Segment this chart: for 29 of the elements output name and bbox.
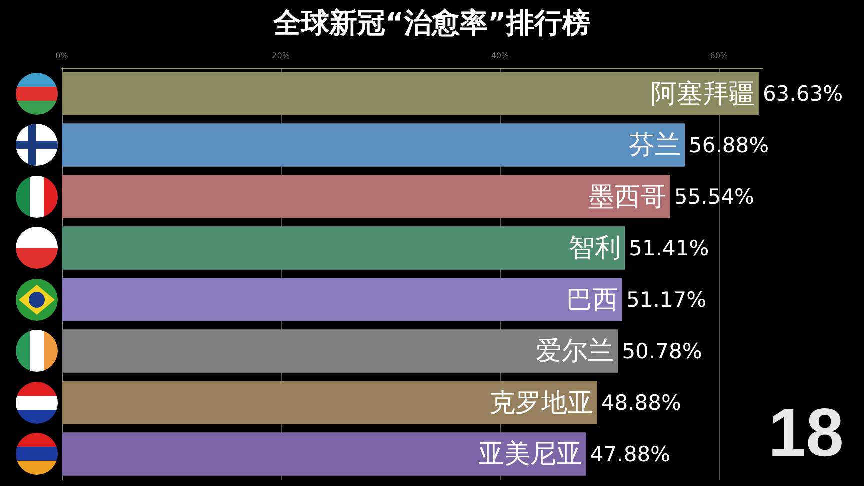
y-tick-label: 芬兰 — [629, 130, 681, 163]
data-label: 56.88% — [689, 133, 770, 158]
bar — [62, 432, 586, 476]
text: 18 — [768, 394, 844, 472]
bar — [62, 175, 670, 218]
y-tick-label: 智利 — [569, 232, 622, 266]
data-label: 50.78% — [622, 339, 702, 364]
data-label: 51.17% — [626, 288, 707, 312]
y-tick-label: 巴西 — [566, 284, 618, 318]
bar — [62, 72, 759, 116]
bar — [62, 278, 622, 322]
bar — [62, 226, 626, 270]
x-tick-label: 60% — [710, 52, 728, 60]
y-tick-label: 克罗地亚 — [489, 387, 594, 420]
bar — [62, 381, 598, 424]
data-label: 51.41% — [629, 236, 710, 260]
y-tick-label: 阿塞拜疆 — [650, 78, 755, 112]
x-tick-label: 20% — [272, 52, 290, 60]
y-tick-label: 爱尔兰 — [536, 336, 614, 369]
data-label: 55.54% — [674, 184, 754, 209]
x-tick-label: 0% — [56, 52, 69, 60]
x-tick-label: 40% — [491, 52, 510, 60]
data-label: 63.63% — [762, 82, 844, 106]
y-tick-label: 亚美尼亚 — [478, 438, 582, 472]
data-label: 47.88% — [590, 442, 671, 466]
data-label: 48.88% — [601, 390, 682, 415]
y-tick-label: 墨西哥 — [588, 181, 666, 214]
bar — [62, 124, 686, 167]
chart-title: 全球新冠“治愈率”排行榜 — [272, 6, 590, 40]
